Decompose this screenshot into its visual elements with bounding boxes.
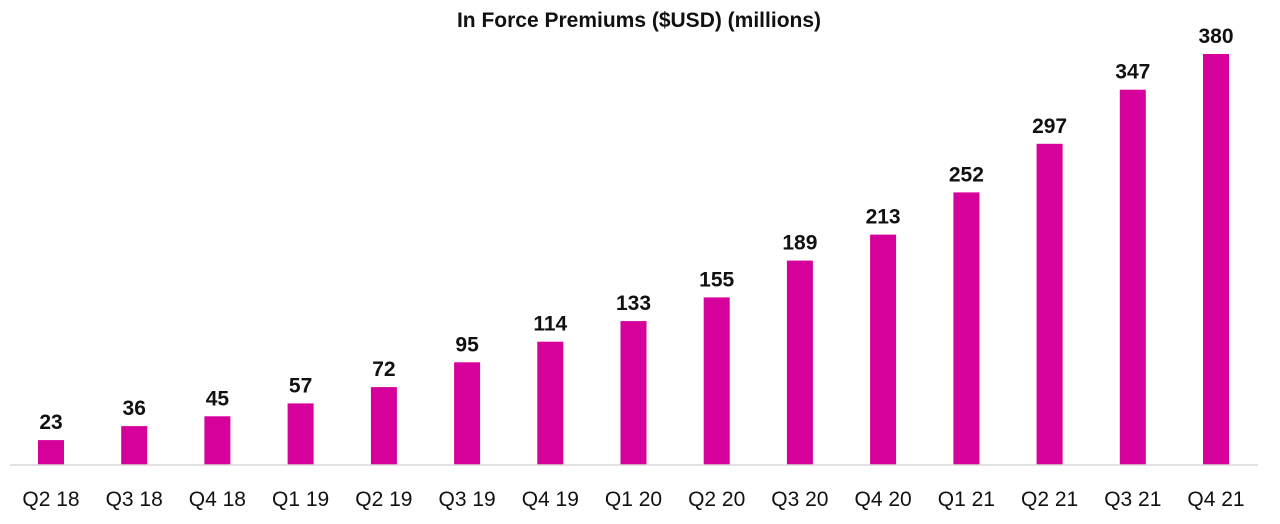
chart-title: In Force Premiums ($USD) (millions) bbox=[457, 9, 821, 32]
x-tick-label: Q4 19 bbox=[522, 488, 579, 511]
x-tick-label: Q3 21 bbox=[1104, 488, 1161, 511]
bar-q3-18 bbox=[121, 426, 148, 465]
data-label: 72 bbox=[372, 358, 395, 381]
x-tick-label: Q2 19 bbox=[355, 488, 412, 511]
bar-q4-19 bbox=[537, 341, 564, 465]
data-label: 114 bbox=[533, 313, 567, 336]
data-label: 57 bbox=[289, 374, 312, 397]
data-labels-layer: 23 36 45 57 72 95 114 133 155 189 213 252 297 347 380 bbox=[39, 25, 1233, 434]
data-label: 347 bbox=[1115, 61, 1150, 84]
data-label: 297 bbox=[1032, 115, 1067, 138]
data-label: 380 bbox=[1198, 25, 1233, 48]
data-label: 213 bbox=[866, 206, 901, 229]
x-tick-label: Q3 19 bbox=[438, 488, 495, 511]
bar-q4-21 bbox=[1203, 54, 1229, 465]
data-label: 45 bbox=[206, 387, 230, 410]
data-label: 133 bbox=[616, 292, 651, 315]
x-axis-ticks: Q2 18 Q3 18 Q4 18 Q1 19 Q2 19 Q3 19 Q4 19 Q1 20… bbox=[22, 488, 1244, 511]
bar-q3-20 bbox=[786, 260, 813, 465]
bar-q4-18 bbox=[204, 416, 231, 465]
bar-q3-19 bbox=[454, 362, 481, 465]
data-label: 155 bbox=[699, 268, 734, 291]
x-tick-label: Q4 20 bbox=[854, 488, 911, 511]
bar-q3-21 bbox=[1119, 89, 1146, 465]
x-tick-label: Q2 20 bbox=[688, 488, 745, 511]
bar-q1-20 bbox=[620, 321, 647, 465]
x-tick-label: Q1 19 bbox=[272, 488, 329, 511]
bar-q2-20 bbox=[703, 297, 730, 465]
bar-q2-21 bbox=[1036, 143, 1063, 466]
bars-layer bbox=[38, 54, 1229, 466]
x-tick-label: Q1 20 bbox=[605, 488, 662, 511]
data-label: 36 bbox=[123, 397, 146, 420]
x-tick-label: Q2 21 bbox=[1021, 488, 1078, 511]
x-tick-label: Q3 20 bbox=[771, 488, 828, 511]
data-label: 189 bbox=[782, 232, 817, 255]
data-label: 23 bbox=[39, 411, 62, 434]
bar-q1-21 bbox=[953, 192, 980, 465]
bar-q2-19 bbox=[370, 387, 397, 465]
data-label: 95 bbox=[455, 333, 479, 356]
data-label: 252 bbox=[949, 163, 984, 186]
x-tick-label: Q4 18 bbox=[189, 488, 246, 511]
x-tick-label: Q1 21 bbox=[938, 488, 995, 511]
x-tick-label: Q2 18 bbox=[22, 488, 79, 511]
bar-q4-20 bbox=[870, 234, 897, 465]
x-tick-label: Q3 18 bbox=[106, 488, 163, 511]
bar-q1-19 bbox=[287, 403, 314, 465]
x-tick-label: Q4 21 bbox=[1187, 488, 1244, 511]
bar-q2-18 bbox=[38, 440, 64, 465]
